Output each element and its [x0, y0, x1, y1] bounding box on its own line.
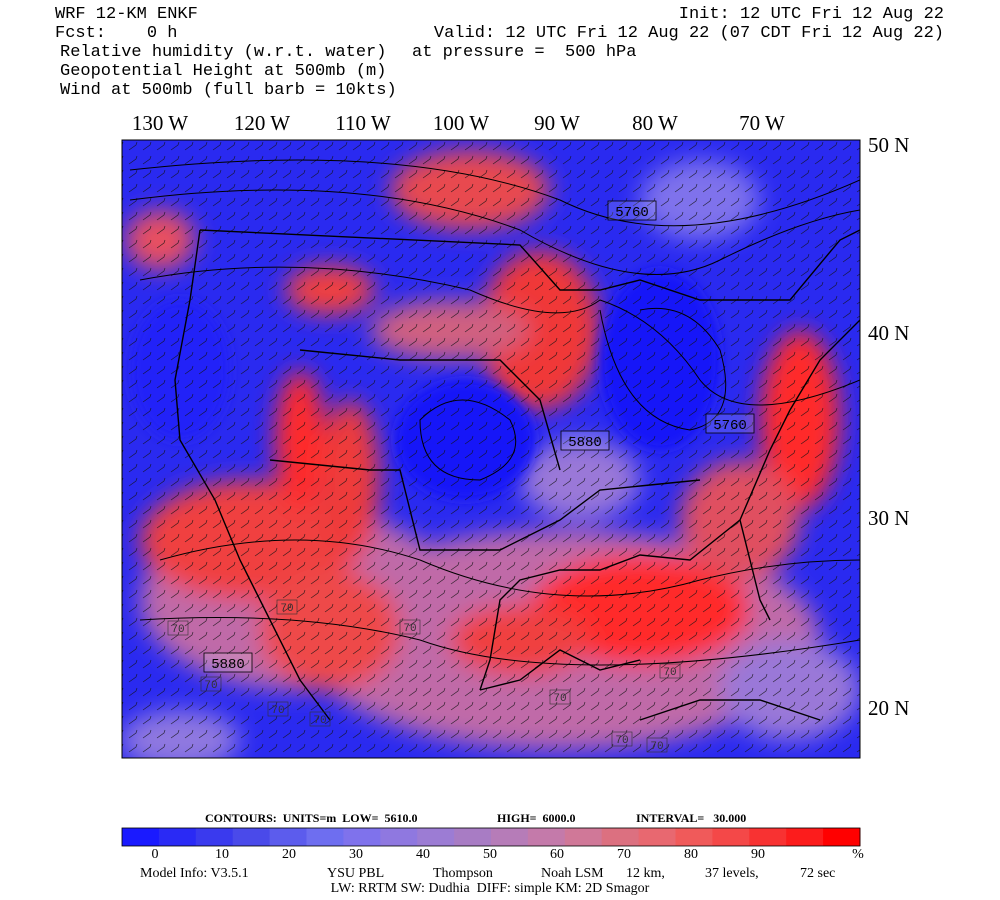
- colorbar-box: [195, 828, 234, 846]
- rh-label: 70: [663, 667, 676, 679]
- field-name: Wind at 500mb (full barb = 10kts): [60, 81, 397, 100]
- contour-label: 5760: [615, 205, 649, 221]
- field-name: Geopotential Height at 500mb (m): [60, 62, 386, 81]
- contour-info: CONTOURS: UNITS=m LOW= 5610.0: [205, 811, 417, 825]
- colorbar-label: 60: [550, 847, 564, 862]
- contour-label: 5760: [713, 418, 747, 434]
- colorbar-label: 90: [751, 847, 765, 862]
- rh-label-box: [267, 701, 289, 717]
- colorbar-box: [454, 828, 492, 846]
- longitude-label: 80 W: [632, 111, 678, 135]
- longitude-label: 100 W: [433, 111, 489, 135]
- map-area: [122, 140, 860, 758]
- contour-label-box: [607, 200, 657, 221]
- colorbar-box: [823, 828, 861, 846]
- colorbar-label: 70: [617, 847, 631, 862]
- longitude-label: 120 W: [234, 111, 290, 135]
- title-line: WRF 12-KM ENKF: [55, 5, 198, 24]
- colorbar-label: 10: [215, 847, 229, 862]
- rh-label-box: [611, 731, 633, 747]
- rh-label-box: [399, 619, 421, 635]
- coastlines-borders: [174, 229, 860, 721]
- colorbar-box: [601, 828, 640, 846]
- model-info: Model Info: V3.5.1: [140, 866, 249, 881]
- model-info: Thompson: [433, 866, 493, 881]
- colorbar-box: [380, 828, 418, 846]
- contour-label-box: [705, 413, 755, 434]
- model-info: 12 km,: [626, 866, 665, 881]
- contour-info: INTERVAL= 30.000: [636, 811, 746, 825]
- rh-label: 70: [271, 705, 284, 717]
- longitude-label: 90 W: [534, 111, 580, 135]
- rh-label-box: [646, 737, 668, 753]
- rh-label: 70: [615, 735, 628, 747]
- rh-label: 70: [204, 680, 217, 692]
- map-frame: [121, 139, 861, 759]
- colorbar-box: [158, 828, 197, 846]
- footer: CONTOURS: UNITS=m LOW= 5610.0 HIGH= 6000.…: [121, 811, 864, 896]
- contour-label: 5880: [211, 657, 245, 673]
- forecast-hour: Fcst: 0 h: [55, 24, 177, 43]
- colorbar-box: [306, 828, 344, 846]
- longitude-label: 70 W: [739, 111, 785, 135]
- colorbar-label: %: [852, 847, 864, 862]
- latitude-label: 50 N: [868, 133, 909, 157]
- latitude-label: 20 N: [868, 696, 909, 720]
- colorbar-box: [417, 828, 455, 846]
- rh-label-box: [309, 711, 331, 727]
- contour-label-box: [203, 652, 253, 673]
- colorbar-box: [712, 828, 750, 846]
- model-info: 37 levels,: [705, 866, 759, 881]
- contour-label-box: [560, 430, 610, 451]
- colorbar-box: [749, 828, 787, 846]
- field-name: Relative humidity (w.r.t. water): [60, 43, 386, 62]
- rh-label: 70: [313, 715, 326, 727]
- colorbar-label: 30: [349, 847, 363, 862]
- rh-label: 70: [553, 693, 566, 705]
- colorbar-box: [491, 828, 529, 846]
- longitude-label: 110 W: [335, 111, 391, 135]
- colorbar-box: [343, 828, 381, 846]
- rh-label: 70: [650, 741, 663, 753]
- rh-label-box: [549, 689, 571, 705]
- colorbar-label: 20: [282, 847, 296, 862]
- colorbar-label: 0: [152, 847, 159, 862]
- model-info: YSU PBL: [327, 866, 384, 881]
- contour-label: 5880: [568, 435, 602, 451]
- colorbar-label: 40: [416, 847, 430, 862]
- colorbar-label: 80: [684, 847, 698, 862]
- init-time: Init: 12 UTC Fri 12 Aug 22: [679, 5, 944, 24]
- colorbar-box: [675, 828, 713, 846]
- physics-info: LW: RRTM SW: Dudhia DIFF: simple KM: 2D …: [331, 881, 650, 896]
- colorbar-box: [638, 828, 676, 846]
- longitude-label: 130 W: [132, 111, 188, 135]
- valid-time: Valid: 12 UTC Fri 12 Aug 22 (07 CDT Fri …: [434, 24, 944, 43]
- latitude-label: 40 N: [868, 321, 909, 345]
- model-info: Noah LSM: [541, 866, 604, 881]
- latitude-label: 30 N: [868, 506, 909, 530]
- pressure-level: at pressure = 500 hPa: [412, 43, 636, 62]
- rh-label-box: [167, 620, 189, 636]
- colorbar-label: 50: [483, 847, 497, 862]
- rh-label: 70: [403, 623, 416, 635]
- header: WRF 12-KM ENKF Fcst: 0 h Relative humidi…: [55, 5, 944, 100]
- model-info: 72 sec: [800, 866, 835, 881]
- rh-label-box: [659, 663, 681, 679]
- colorbar-frame: [121, 827, 861, 847]
- contour-info: HIGH= 6000.0: [497, 811, 576, 825]
- colorbar-box: [269, 828, 307, 846]
- colorbar-box: [786, 828, 824, 846]
- rh-label: 70: [171, 624, 184, 636]
- map-labels: 130 W 120 W 110 W 100 W 90 W 80 W 70 W 50 N 40 N…: [132, 111, 910, 753]
- colorbar-box: [232, 828, 271, 846]
- rh-label-box: [200, 676, 222, 692]
- rh-label-box: [276, 599, 298, 615]
- colorbar-box: [527, 828, 566, 846]
- height-contours: [129, 159, 860, 666]
- colorbar-box: [564, 828, 603, 846]
- colorbar-box: [122, 828, 160, 846]
- rh-label: 70: [280, 603, 293, 615]
